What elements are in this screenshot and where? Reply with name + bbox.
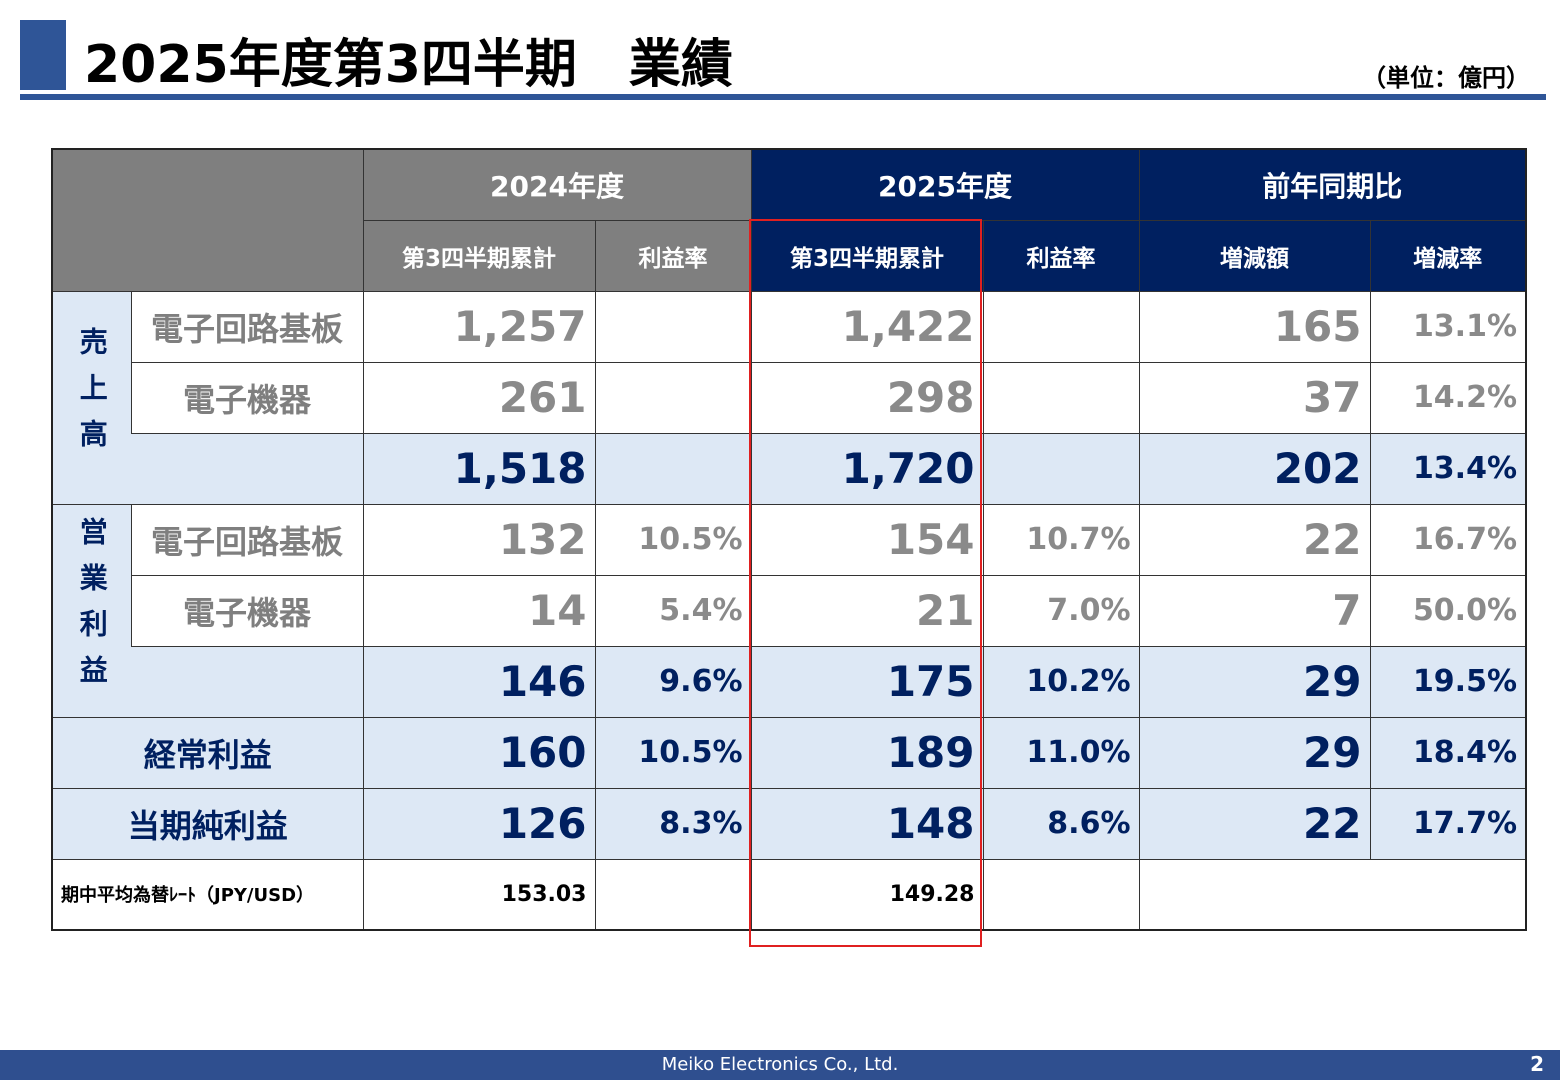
value-cell: 5.4% [594, 574, 752, 647]
value-cell: 14 [362, 574, 596, 647]
value-cell: 160 [362, 716, 596, 789]
value-cell: 29 [1138, 645, 1371, 718]
value-cell: 202 [1138, 432, 1371, 505]
value-cell: 22 [1138, 503, 1371, 576]
column-header: 利益率 [594, 219, 752, 292]
value-cell: 175 [750, 645, 984, 718]
section-label: 営業利益 [51, 503, 131, 718]
page-number: 2 [1530, 1052, 1544, 1076]
value-cell: 1,518 [362, 432, 596, 505]
value-cell: 16.7% [1369, 503, 1527, 576]
value-cell: 132 [362, 503, 596, 576]
value-cell: 19.5% [1369, 645, 1527, 718]
value-cell: 50.0% [1369, 574, 1527, 647]
value-cell: 1,720 [750, 432, 984, 505]
column-header: 増減率 [1369, 219, 1527, 292]
value-cell: 17.7% [1369, 787, 1527, 860]
empty-cell [1138, 858, 1527, 931]
column-header: 第3四半期累計 [362, 219, 596, 292]
table-row: 営業利益 電子回路基板 132 10.5% 154 10.7% 22 16.7% [51, 503, 1527, 718]
company-name: Meiko Electronics Co., Ltd. [661, 1054, 899, 1075]
table-row: 146 9.6% 175 10.2% 29 19.5% [52, 645, 1527, 718]
title-rule [20, 94, 1546, 100]
row-label: 当期純利益 [51, 787, 364, 860]
row-label: 電子機器 [130, 361, 364, 434]
value-cell: 8.3% [594, 787, 752, 860]
value-cell: 21 [750, 574, 984, 647]
value-cell [982, 290, 1140, 363]
value-cell: 148 [750, 787, 984, 860]
row-label: 経常利益 [51, 716, 364, 789]
value-cell [982, 361, 1140, 434]
table-row: 電子機器 14 5.4% 21 7.0% 7 50.0% [52, 574, 1527, 647]
table-row: 第3四半期累計 利益率 第3四半期累計 利益率 増減額 増減率 [52, 219, 1527, 292]
row-label [131, 432, 364, 505]
corner-cell [51, 148, 364, 292]
table-row: 売上高 電子回路基板 1,257 1,422 165 13.1% [51, 290, 1527, 505]
footer: Meiko Electronics Co., Ltd. 2 [0, 1050, 1560, 1080]
title: 2025年度第3四半期 業績 [84, 35, 733, 95]
value-cell: 18.4% [1369, 716, 1527, 789]
value-cell: 22 [1138, 787, 1371, 860]
value-cell: 13.1% [1369, 290, 1527, 363]
value-cell: 261 [362, 361, 596, 434]
title-marker [20, 20, 66, 90]
value-cell: 7.0% [982, 574, 1140, 647]
results-table: 2024年度 2025年度 前年同期比 第3四半期累計 利益率 第3四半期累計 利益率 増減額… [51, 148, 1528, 931]
table-row: 電子機器 261 298 37 14.2% [52, 361, 1527, 434]
value-cell: 1,257 [362, 290, 596, 363]
value-cell: 189 [750, 716, 984, 789]
column-header: 増減額 [1138, 219, 1371, 292]
table-row: 当期純利益 126 8.3% 148 8.6% 22 17.7% [51, 787, 1527, 860]
section-label: 売上高 [51, 290, 131, 505]
row-label: 電子機器 [130, 574, 364, 647]
value-cell: 153.03 [362, 858, 596, 931]
value-cell: 149.28 [750, 858, 984, 931]
table-row: 経常利益 160 10.5% 189 11.0% 29 18.4% [51, 716, 1527, 789]
value-cell: 165 [1138, 290, 1371, 363]
value-cell: 10.7% [982, 503, 1140, 576]
value-cell [594, 432, 752, 505]
section-label-text: 売上高 [75, 326, 109, 465]
value-cell: 11.0% [982, 716, 1140, 789]
value-cell: 7 [1138, 574, 1371, 647]
row-label: 期中平均為替ﾚｰﾄ（JPY/USD） [51, 858, 364, 931]
row-label [131, 645, 364, 718]
row-label: 電子回路基板 [130, 290, 364, 363]
group-header: 2024年度 [362, 148, 752, 221]
value-cell: 10.5% [594, 716, 752, 789]
value-cell [982, 858, 1140, 931]
value-cell: 9.6% [594, 645, 752, 718]
column-header: 利益率 [982, 219, 1140, 292]
section-label-text: 営業利益 [75, 516, 109, 701]
value-cell: 29 [1138, 716, 1371, 789]
group-header: 前年同期比 [1138, 148, 1527, 221]
value-cell: 126 [362, 787, 596, 860]
value-cell: 10.5% [594, 503, 752, 576]
row-label: 電子回路基板 [130, 503, 364, 576]
table-row: 期中平均為替ﾚｰﾄ（JPY/USD） 153.03 149.28 [51, 858, 1527, 931]
value-cell: 8.6% [982, 787, 1140, 860]
table-row: 2024年度 2025年度 前年同期比 [51, 148, 1527, 292]
value-cell [982, 432, 1140, 505]
value-cell: 14.2% [1369, 361, 1527, 434]
value-cell: 298 [750, 361, 984, 434]
value-cell: 146 [362, 645, 596, 718]
group-header: 2025年度 [750, 148, 1140, 221]
column-header: 第3四半期累計 [750, 219, 984, 292]
value-cell: 13.4% [1369, 432, 1527, 505]
value-cell: 1,422 [750, 290, 984, 363]
value-cell [594, 290, 752, 363]
value-cell: 37 [1138, 361, 1371, 434]
value-cell [594, 361, 752, 434]
unit-note: （単位：億円） [1362, 64, 1530, 92]
table-row: 1,518 1,720 202 13.4% [52, 432, 1527, 505]
value-cell: 154 [750, 503, 984, 576]
value-cell [594, 858, 752, 931]
value-cell: 10.2% [982, 645, 1140, 718]
